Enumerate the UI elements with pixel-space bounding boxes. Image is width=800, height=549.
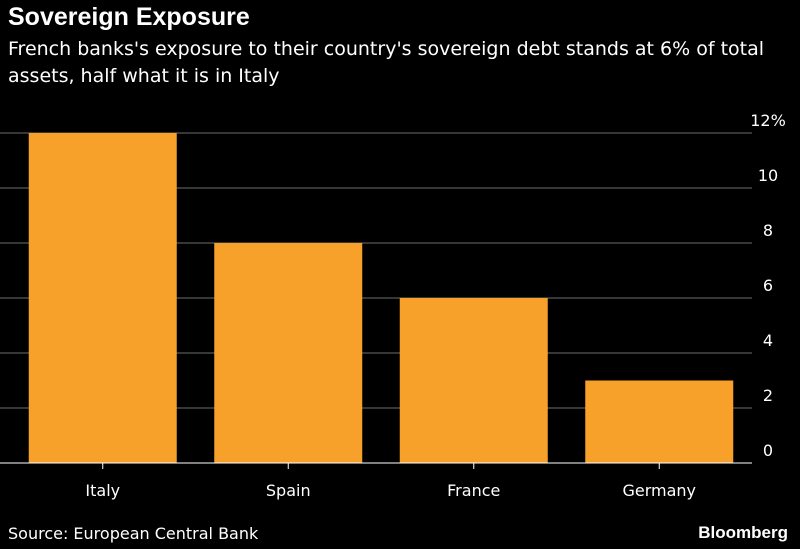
x-tick-label: Spain — [266, 481, 311, 500]
bar-germany — [585, 380, 734, 463]
x-tick-label: Germany — [622, 481, 696, 500]
y-tick-labels: 0 2 4 6 8 10 12% — [750, 111, 786, 460]
bars — [28, 133, 734, 463]
x-tick-label: Italy — [85, 481, 120, 500]
y-tick-label: 2 — [763, 386, 773, 405]
y-tick-label: 12% — [750, 111, 786, 130]
x-tick-labels: Italy Spain France Germany — [85, 481, 696, 500]
bar-france — [399, 298, 548, 463]
y-tick-label: 4 — [763, 331, 773, 350]
bloomberg-logo: Bloomberg — [698, 523, 788, 542]
x-tick-label: France — [447, 481, 500, 500]
y-tick-label: 0 — [763, 441, 773, 460]
y-tick-label: 6 — [763, 276, 773, 295]
y-tick-label: 8 — [763, 221, 773, 240]
bar-spain — [214, 243, 363, 463]
bar-italy — [28, 133, 177, 463]
x-axis — [0, 462, 752, 469]
source-note: Source: European Central Bank — [8, 524, 259, 543]
y-tick-label: 10 — [758, 166, 778, 185]
chart-title: Sovereign Exposure — [8, 3, 250, 31]
chart-subtitle: French banks's exposure to their country… — [8, 38, 765, 87]
